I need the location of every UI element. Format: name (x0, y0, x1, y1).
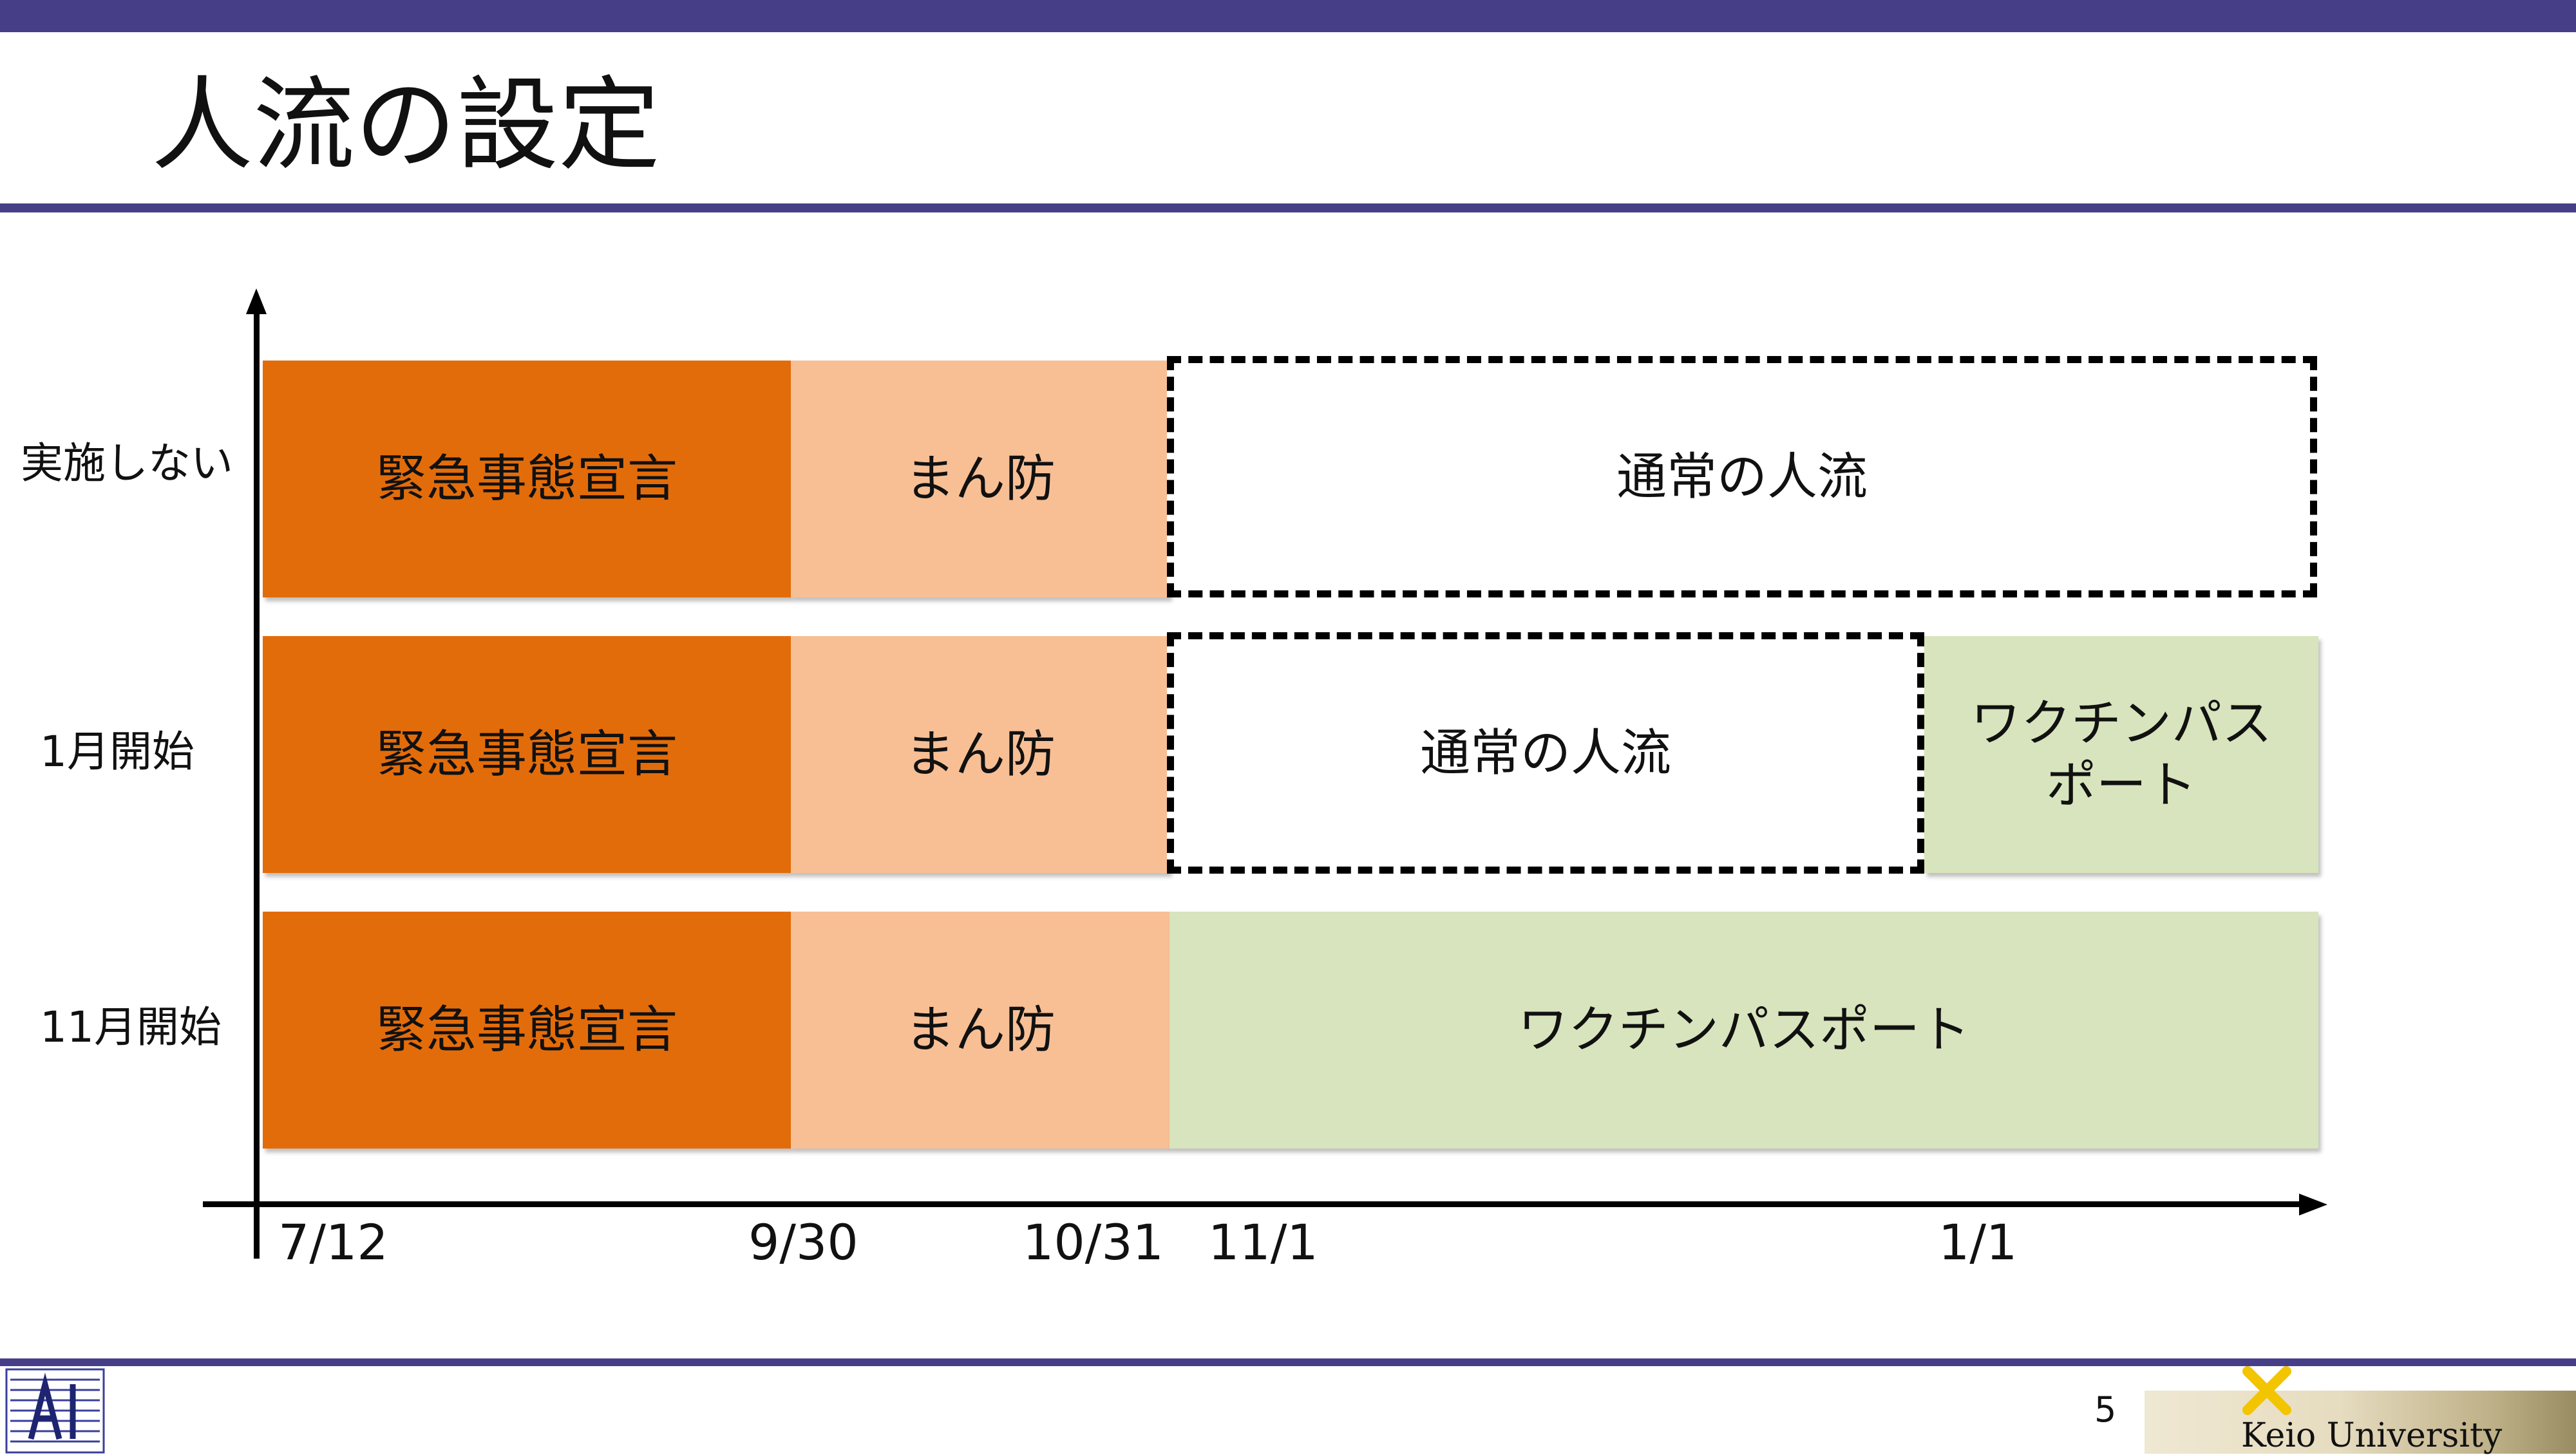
segment-label: まん防 (904, 450, 1056, 508)
segment-manbo: まん防 (791, 912, 1170, 1149)
university-logo: Keio University (2145, 1366, 2576, 1455)
segment-label: 緊急事態宣言 (375, 1001, 677, 1059)
segment-label-line1: ワクチンパス (1970, 695, 2272, 753)
segment-emergency: 緊急事態宣言 (263, 912, 791, 1149)
tick-label: 1/1 (1938, 1214, 2018, 1271)
lab-logo-icon (5, 1368, 105, 1454)
segment-vaccine-passport: ワクチンパスポート (1170, 912, 2318, 1149)
row-label-jan: 1月開始 (40, 727, 194, 776)
header-band (0, 0, 2576, 32)
segment-label-line2: ポート (2045, 756, 2197, 814)
y-axis-line (254, 303, 260, 1259)
x-axis-arrow-icon (2299, 1194, 2327, 1216)
footer-divider (0, 1358, 2576, 1366)
tick-label: 10/31 (1023, 1214, 1164, 1271)
crossed-pens-icon (2242, 1366, 2291, 1415)
x-axis-line (203, 1201, 2309, 1207)
title-divider (0, 203, 2576, 212)
segment-label: 通常の人流 (1616, 447, 1868, 506)
segment-label: 通常の人流 (1419, 724, 1671, 782)
segment-manbo: まん防 (791, 361, 1170, 597)
row-label-none: 実施しない (21, 438, 233, 488)
segment-label: 緊急事態宣言 (375, 726, 677, 784)
segment-label: まん防 (904, 1001, 1056, 1059)
segment-manbo: まん防 (791, 636, 1170, 873)
segment-normal-flow: 通常の人流 (1167, 632, 1924, 874)
segment-label: まん防 (904, 726, 1056, 784)
y-axis-arrow-icon (246, 288, 267, 314)
segment-emergency: 緊急事態宣言 (263, 361, 791, 597)
row-label-nov: 11月開始 (40, 1002, 222, 1052)
segment-label: ワクチンパスポート (1517, 1001, 1970, 1059)
slide-title: 人流の設定 (151, 66, 660, 185)
university-name: Keio University (2241, 1416, 2503, 1455)
segment-emergency: 緊急事態宣言 (263, 636, 791, 873)
segment-normal-flow: 通常の人流 (1167, 356, 2317, 597)
tick-label: 7/12 (278, 1214, 388, 1271)
tick-label: 11/1 (1208, 1214, 1318, 1271)
segment-label: 緊急事態宣言 (375, 450, 677, 508)
page-number: 5 (2094, 1389, 2117, 1430)
tick-label: 9/30 (748, 1214, 858, 1271)
segment-vaccine-passport: ワクチンパス ポート (1924, 636, 2318, 873)
